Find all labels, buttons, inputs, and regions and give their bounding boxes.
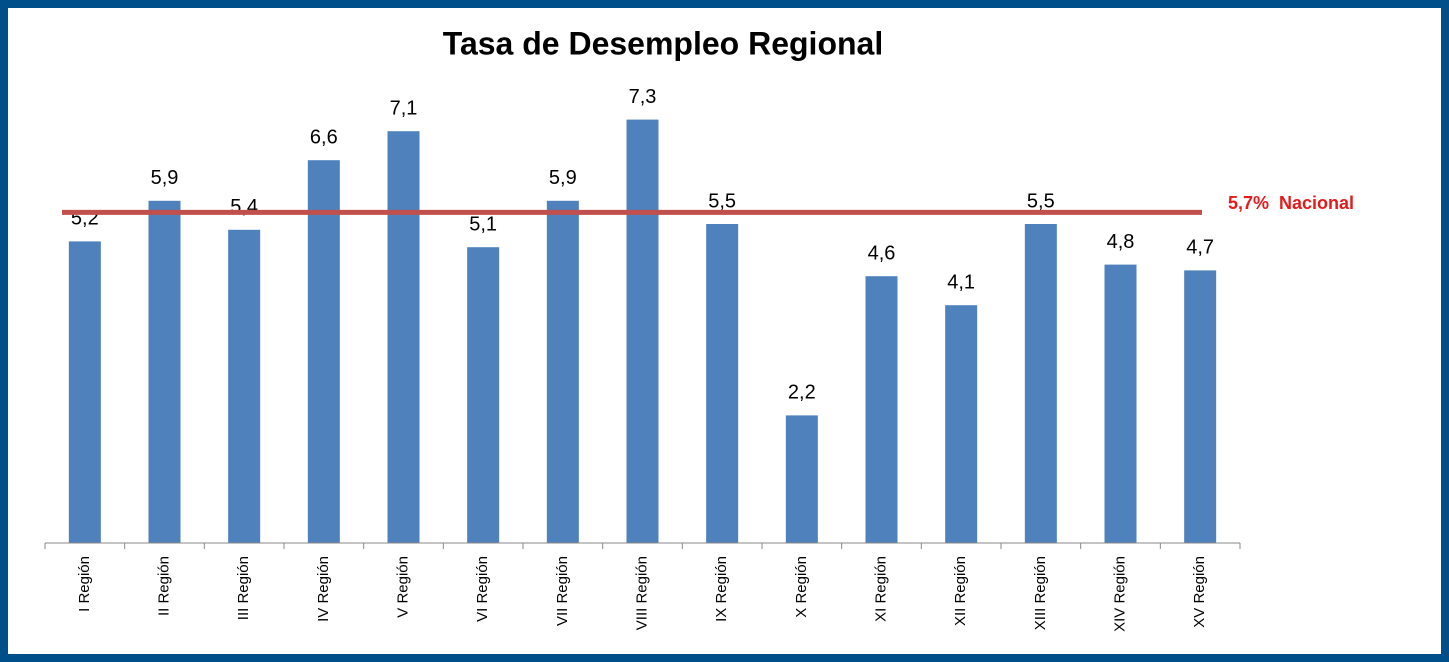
bar [785, 415, 818, 543]
value-label: 4,6 [868, 242, 896, 264]
x-tick-label: II Región [155, 556, 172, 616]
value-label: 4,1 [947, 271, 975, 293]
bar [945, 305, 978, 543]
bar [1104, 264, 1137, 543]
bar [1024, 224, 1057, 543]
x-tick-label: XV Región [1191, 556, 1208, 628]
value-label: 5,1 [469, 213, 497, 235]
bar [467, 247, 500, 543]
bar [148, 200, 181, 544]
chart-title: Tasa de Desempleo Regional [443, 25, 883, 61]
x-tick-label: XI Región [872, 556, 889, 622]
value-label: 5,9 [151, 167, 179, 189]
x-tick-label: V Región [394, 556, 411, 618]
reference-label: 5,7% Nacional [1228, 193, 1354, 213]
bar [307, 160, 340, 543]
bar [865, 276, 898, 543]
x-tick-label: IV Región [315, 556, 332, 622]
value-label: 2,2 [788, 382, 816, 404]
x-tick-label: XII Región [952, 556, 969, 626]
value-label: 7,1 [390, 97, 418, 119]
bar [626, 119, 659, 543]
bar [546, 200, 579, 544]
x-tick-label: VIII Región [633, 556, 650, 630]
value-label: 5,9 [549, 167, 577, 189]
bar [228, 229, 261, 544]
x-tick-label: XIV Región [1111, 556, 1128, 632]
x-tick-label: VI Región [474, 556, 491, 622]
x-tick-label: XIII Región [1032, 556, 1049, 630]
value-label: 6,6 [310, 126, 338, 148]
value-label: 7,3 [629, 86, 657, 108]
x-tick-label: I Región [76, 556, 93, 612]
bar [387, 131, 420, 543]
value-label: 5,5 [1027, 190, 1055, 212]
x-tick-label: IX Región [713, 556, 730, 622]
x-tick-label: III Región [235, 556, 252, 620]
bar [1184, 270, 1217, 543]
value-label: 5,5 [708, 190, 736, 212]
x-tick-label: VII Región [554, 556, 571, 626]
bar [68, 241, 101, 543]
value-label: 4,7 [1186, 237, 1214, 259]
x-tick-label: X Región [793, 556, 810, 618]
bar [706, 224, 739, 543]
value-label: 4,8 [1107, 231, 1135, 253]
